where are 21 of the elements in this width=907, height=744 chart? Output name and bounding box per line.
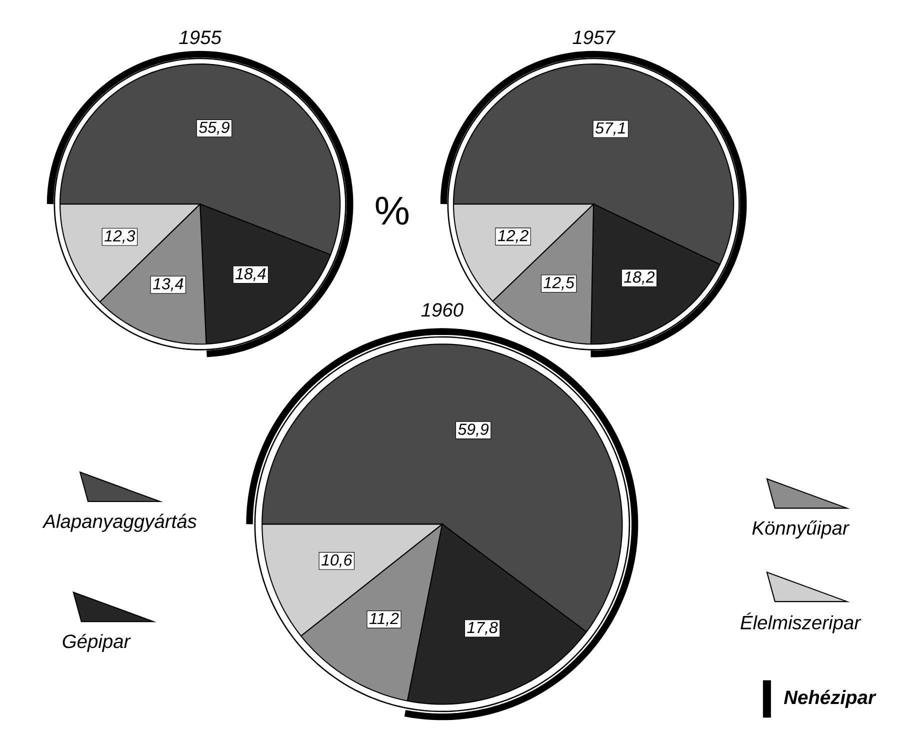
chart-title: 1960 (421, 302, 464, 317)
data-label: 12,3 (104, 230, 136, 244)
legend-label: Élelmiszeripar (740, 612, 862, 634)
data-label: 55,9 (199, 122, 230, 135)
data-label: 57,1 (595, 122, 625, 136)
data-label: 18,4 (235, 268, 266, 282)
data-label: 12,5 (544, 276, 574, 290)
text: % (376, 196, 409, 225)
data-label: 18,2 (624, 271, 655, 285)
data-label: 12,2 (498, 230, 528, 244)
legend-label: Könnyűipar (752, 520, 850, 538)
data-label: 10,6 (321, 554, 352, 568)
data-label: 13,4 (152, 278, 184, 292)
data-label: 17,8 (467, 622, 498, 635)
legend-label: Gépipar (62, 634, 131, 652)
data-label: 59,9 (458, 423, 489, 437)
text: Nehézipar (784, 690, 876, 708)
data-label: 11,2 (369, 612, 399, 626)
legend-label: Alapanyaggyártás (42, 514, 197, 532)
chart-title: 1955 (179, 30, 222, 44)
chart-title: 1957 (572, 30, 616, 44)
